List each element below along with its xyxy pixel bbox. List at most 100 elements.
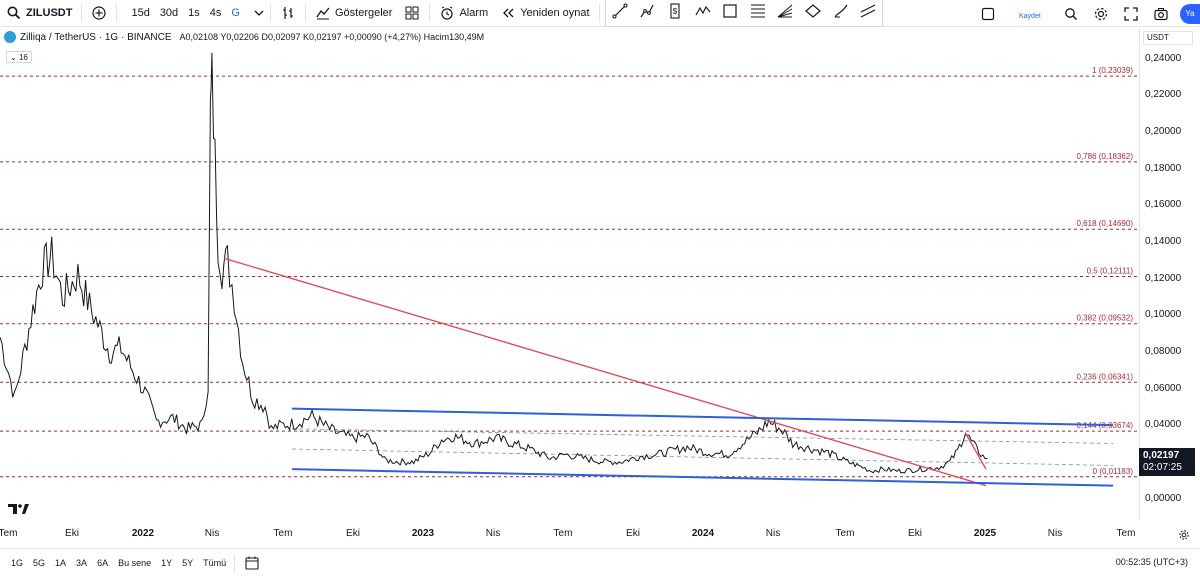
trendline[interactable] <box>292 468 1114 487</box>
plus-circle-icon <box>91 5 107 21</box>
trendline[interactable] <box>224 257 987 487</box>
price-tick: 0,12000 <box>1145 272 1182 284</box>
chart-legend: Zilliqa / TetherUS · 1G · BINANCE A0,021… <box>4 31 484 43</box>
timeframe-4s[interactable]: 4s <box>209 7 222 19</box>
currency-selector[interactable]: USDT <box>1143 31 1193 45</box>
price-series <box>0 52 988 474</box>
drawing-toolbar: $ <box>605 0 883 27</box>
axis-settings-gear-icon[interactable] <box>1178 528 1190 540</box>
price-tick: 0,24000 <box>1145 52 1182 64</box>
time-tick: Nis <box>204 528 220 539</box>
bottom-toolbar: 1G 5G 1A 3A 6A Bu sene 1Y 5Y Tümü <box>0 548 1200 576</box>
symbol-search[interactable]: ZILUSDT <box>0 0 78 27</box>
indicators-label: Göstergeler <box>334 7 393 19</box>
fullscreen-icon[interactable] <box>1123 6 1139 22</box>
legend-title[interactable]: Zilliqa / TetherUS · 1G · BINANCE <box>20 31 172 43</box>
alarm-button[interactable]: Alarm <box>433 0 494 27</box>
quick-search-icon[interactable] <box>1063 6 1079 22</box>
channel-midlines <box>292 428 1114 466</box>
trendline[interactable] <box>964 432 987 470</box>
ellipse-tool-icon[interactable] <box>804 2 822 25</box>
chart-type-button[interactable] <box>274 0 302 27</box>
time-tick: Tem <box>553 528 573 539</box>
parallel-channel-tool-icon[interactable] <box>859 2 877 25</box>
trendlines <box>224 257 1114 487</box>
channel-midline[interactable] <box>292 428 1114 444</box>
time-tick: Nis <box>1047 528 1063 539</box>
fib-level-label: 0,382 (0,09532) <box>1077 314 1134 323</box>
layout-square-icon[interactable] <box>980 6 996 22</box>
fib-level-label: 0,5 (0,12111) <box>1087 266 1134 275</box>
ray-tool-icon[interactable] <box>638 2 656 25</box>
trend-line-tool-icon[interactable] <box>611 2 629 25</box>
fib-level-label: 0,236 (0,06341) <box>1077 372 1134 381</box>
rectangle-tool-icon[interactable] <box>721 2 739 25</box>
date-range-group: 1G 5G 1A 3A 6A Bu sene 1Y 5Y Tümü <box>0 558 231 568</box>
fib-level-label: 1 (0,23039) <box>1092 66 1133 75</box>
settings-gear-icon[interactable] <box>1093 6 1109 22</box>
price-tick: 0,10000 <box>1145 309 1182 321</box>
bar-chart-icon <box>280 5 296 21</box>
alarm-label: Alarm <box>459 7 489 19</box>
replay-label: Yeniden oynat <box>520 7 590 19</box>
range-button[interactable]: Bu sene <box>118 557 152 568</box>
timeframe-30d[interactable]: 30d <box>159 7 179 19</box>
layouts-button[interactable] <box>398 0 426 27</box>
range-button[interactable]: 1A <box>55 557 67 568</box>
fib-level-label: 0,618 (0,14690) <box>1077 219 1134 228</box>
legend-collapse-button[interactable]: ⌄ 16 <box>6 51 32 63</box>
price-line <box>0 52 988 474</box>
range-button[interactable]: 5Y <box>182 557 194 568</box>
price-tick: 0,08000 <box>1145 345 1182 357</box>
range-button[interactable]: 1G <box>11 557 24 568</box>
time-tick: Eki <box>908 528 922 539</box>
brush-tool-icon[interactable] <box>832 2 850 25</box>
camera-icon[interactable] <box>1153 6 1169 22</box>
compare-button[interactable] <box>85 0 113 27</box>
chevron-down-icon[interactable] <box>251 5 267 21</box>
time-tick: Tem <box>1116 528 1136 539</box>
top-right-tools: Ya <box>973 0 1200 27</box>
replay-button[interactable]: Yeniden oynat <box>494 0 595 27</box>
price-tick: 0,22000 <box>1145 89 1182 101</box>
timeframe-15d[interactable]: 15d <box>131 7 150 19</box>
price-chart[interactable]: 1 (0,23039) 0,786 (0,18362) 0,618 (0,14690… <box>0 28 1139 520</box>
symbol-label: ZILUSDT <box>26 7 73 19</box>
fib-retracement-tool-icon[interactable] <box>749 2 767 25</box>
indicators-icon <box>315 5 331 21</box>
calendar-icon[interactable] <box>244 555 260 571</box>
time-tick: Tem <box>273 528 293 539</box>
long-position-tool-icon[interactable]: $ <box>666 2 684 25</box>
price-tick: 0,18000 <box>1145 162 1182 174</box>
rewind-icon <box>500 5 516 21</box>
fib-fan-tool-icon[interactable] <box>776 2 794 25</box>
indicators-button[interactable]: Göstergeler <box>309 0 398 27</box>
range-button[interactable]: 3A <box>76 557 88 568</box>
fib-level-label: 0 (0,01183) <box>1093 467 1134 476</box>
range-button[interactable]: Tümü <box>203 557 227 568</box>
top-toolbar: ZILUSDT 15d 30d 1s 4s G Göstergeler <box>0 0 1200 27</box>
time-tick: Tem <box>835 528 855 539</box>
fibonacci-retracement: 1 (0,23039) 0,786 (0,18362) 0,618 (0,14690… <box>0 66 1139 478</box>
timeframe-G[interactable]: G <box>231 7 240 19</box>
channel-midline[interactable] <box>292 448 1114 466</box>
time-tick: Nis <box>765 528 781 539</box>
range-button[interactable]: 5G <box>33 557 46 568</box>
range-button[interactable]: 1Y <box>161 557 173 568</box>
utc-clock[interactable]: 00:52:35 (UTC+3) <box>1115 557 1188 567</box>
pattern-tool-icon[interactable] <box>694 2 712 25</box>
time-tick: Tem <box>0 528 18 539</box>
trendline[interactable] <box>292 407 1114 427</box>
price-tick: 0,14000 <box>1145 235 1182 247</box>
price-axis[interactable] <box>1139 28 1200 520</box>
timeframe-1s[interactable]: 1s <box>188 7 200 19</box>
bar-countdown: 02:07:25 <box>1143 462 1182 474</box>
legend-ohlc: A0,02108 Y0,02206 D0,02097 K0,02197 +0,0… <box>179 32 485 42</box>
time-tick: 2023 <box>411 528 435 539</box>
symbol-logo-icon <box>4 31 16 43</box>
save-label[interactable]: Kaydet <box>1019 13 1041 20</box>
range-button[interactable]: 6A <box>97 557 109 568</box>
publish-button[interactable]: Ya <box>1180 3 1200 24</box>
legend-counter-value: 16 <box>18 53 28 62</box>
